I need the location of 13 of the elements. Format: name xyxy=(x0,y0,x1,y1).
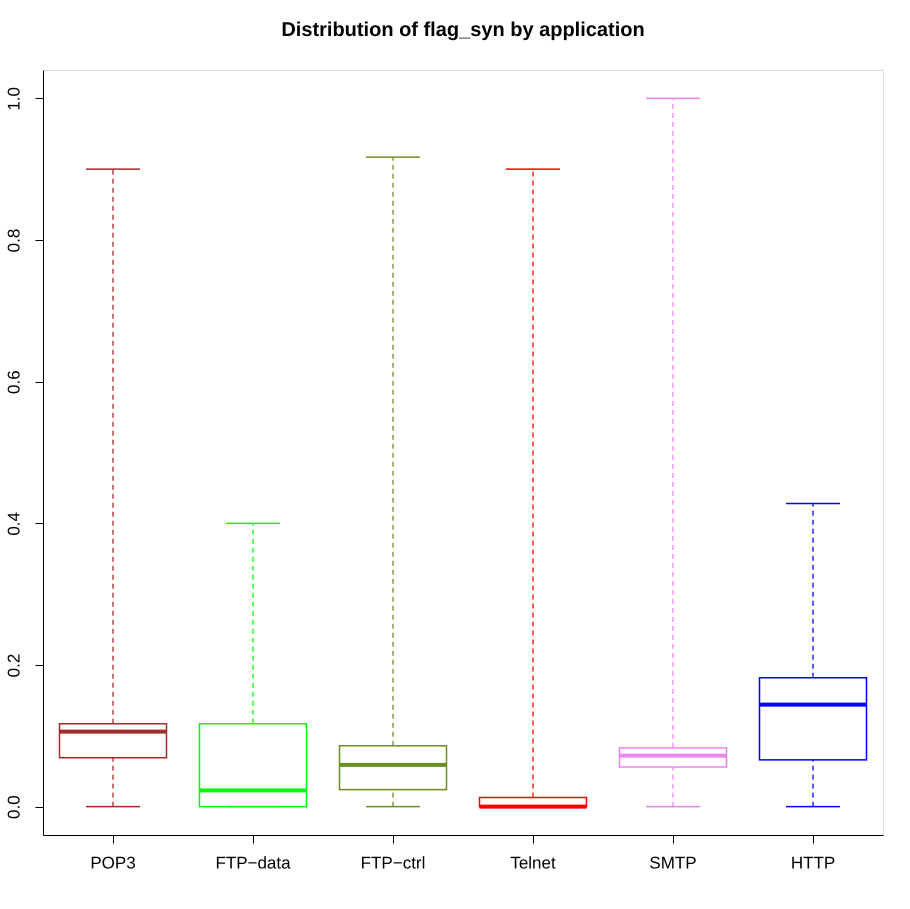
y-tick-label: 1.0 xyxy=(4,87,24,111)
y-tick-label: 0.2 xyxy=(4,654,24,678)
y-tick-label: 0.6 xyxy=(4,370,24,394)
x-tick-label: POP3 xyxy=(90,854,136,872)
x-tick-label: HTTP xyxy=(790,854,836,872)
x-tick-label: FTP−data xyxy=(215,854,292,872)
y-tick-label: 0.0 xyxy=(4,795,24,819)
y-tick-label: 0.4 xyxy=(4,512,24,536)
chart-title: Distribution of flag_syn by application xyxy=(281,19,645,41)
x-tick-label: SMTP xyxy=(649,854,697,872)
y-tick-label: 0.8 xyxy=(4,228,24,252)
x-tick-label: Telnet xyxy=(510,854,556,872)
x-tick-label: FTP−ctrl xyxy=(360,854,426,872)
